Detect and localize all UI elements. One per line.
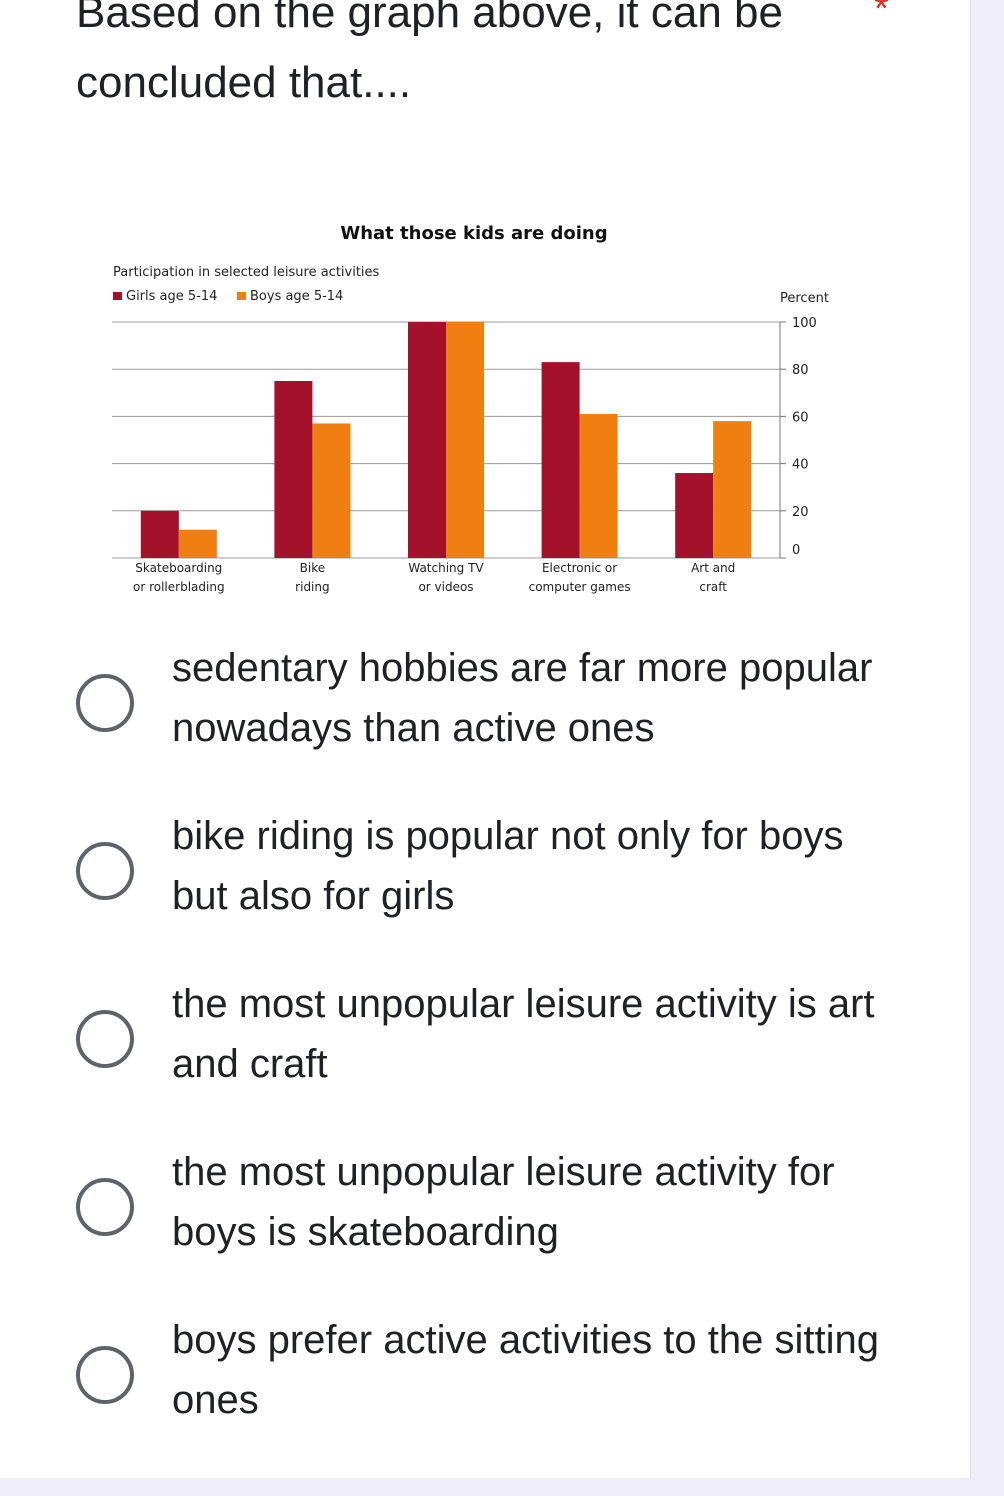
option-label: boys prefer active activities to the sit… xyxy=(172,1318,879,1422)
option-label: sedentary hobbies are far more popular n… xyxy=(172,646,873,750)
legend-swatch-1 xyxy=(237,292,246,300)
option-active[interactable]: boys prefer active activities to the sit… xyxy=(76,1310,896,1440)
option-art-craft[interactable]: the most unpopular leisure activity is a… xyxy=(76,974,896,1104)
x-tick-label-3-line1: Electronic or xyxy=(542,561,617,575)
bar-1-0 xyxy=(178,529,217,558)
bar-0-0 xyxy=(140,510,179,558)
option-skateboarding[interactable]: the most unpopular leisure activity for … xyxy=(76,1142,896,1272)
x-tick-label-2-line1: Watching TV xyxy=(408,561,484,575)
radio-button[interactable] xyxy=(76,1010,134,1068)
option-label: the most unpopular leisure activity is a… xyxy=(172,982,875,1086)
y-tick-label-4: 80 xyxy=(792,363,809,378)
y-tick-label-5: 100 xyxy=(792,316,817,331)
x-tick-label-4-line2: craft xyxy=(699,580,727,594)
option-label: the most unpopular leisure activity for … xyxy=(172,1150,835,1254)
option-sedentary[interactable]: sedentary hobbies are far more popular n… xyxy=(76,638,896,768)
radio-button[interactable] xyxy=(76,674,134,732)
option-bike-riding[interactable]: bike riding is popular not only for boys… xyxy=(76,806,896,936)
x-tick-label-1-line2: riding xyxy=(295,580,329,594)
y-axis-label: Percent xyxy=(780,291,829,306)
required-asterisk: * xyxy=(874,0,889,30)
x-tick-label-1-line1: Bike xyxy=(300,561,325,575)
chart-image: What those kids are doing Participation i… xyxy=(100,210,860,610)
x-tick-label-4-line1: Art and xyxy=(691,561,735,575)
y-tick-label-2: 40 xyxy=(792,458,809,473)
bar-0-1 xyxy=(274,381,313,558)
chart-subtitle: Participation in selected leisure activi… xyxy=(113,265,380,280)
bar-0-2 xyxy=(408,322,446,558)
y-tick-label-3: 60 xyxy=(792,410,809,425)
bar-1-4 xyxy=(713,421,752,558)
question-text: Based on the graph above, it can be conc… xyxy=(76,0,783,107)
option-label: bike riding is popular not only for boys… xyxy=(172,814,844,918)
bar-1-2 xyxy=(446,322,484,558)
radio-button[interactable] xyxy=(76,1346,134,1404)
x-tick-label-3-line2: computer games xyxy=(529,580,631,594)
radio-button[interactable] xyxy=(76,842,134,900)
bar-1-1 xyxy=(312,423,351,558)
x-tick-label-0-line1: Skateboarding xyxy=(135,561,222,575)
radio-button[interactable] xyxy=(76,1178,134,1236)
legend-label-0: Girls age 5-14 xyxy=(126,289,217,304)
bar-0-4 xyxy=(675,473,714,558)
x-tick-label-0-line2: or rollerblading xyxy=(133,580,225,594)
y-tick-label-0: 0 xyxy=(792,543,800,558)
chart-title: What those kids are doing xyxy=(340,223,607,244)
question-card: Based on the graph above, it can be conc… xyxy=(0,0,971,1478)
y-tick-label-1: 20 xyxy=(792,505,809,520)
legend-label-1: Boys age 5-14 xyxy=(250,289,343,304)
bar-1-3 xyxy=(579,414,618,558)
x-tick-label-2-line2: or videos xyxy=(418,580,473,594)
bar-chart: What those kids are doing Participation i… xyxy=(112,223,829,594)
bar-0-3 xyxy=(541,362,580,558)
legend-swatch-0 xyxy=(113,292,122,300)
